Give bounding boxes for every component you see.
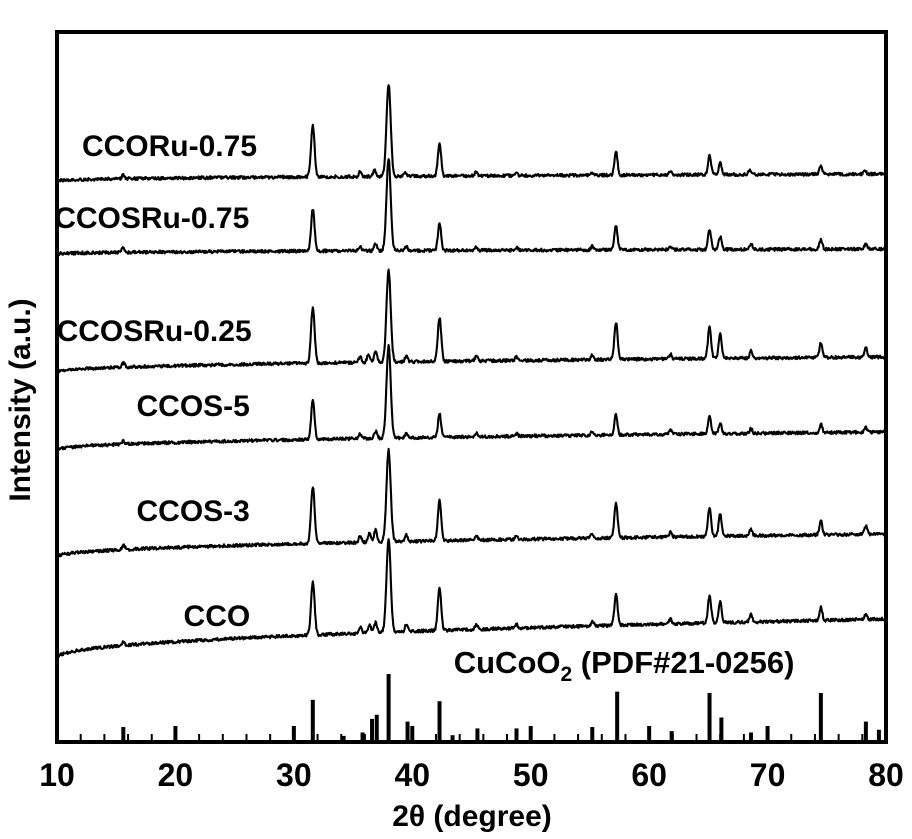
curve-labels: CCORu-0.75 CCOSRu-0.75 CCOSRu-0.25 CCOS-5 CC… [54,130,257,633]
x-tick-label-80: 80 [868,757,904,793]
x-tick-label-30: 30 [276,757,312,793]
curve-label-ccos-5: CCOS-5 [137,390,250,423]
curve-label-ccosru-0.25: CCOSRu-0.25 [57,315,252,348]
curve-label-ccos-3: CCOS-3 [137,495,250,528]
x-tick-label-70: 70 [750,757,786,793]
reference-label-text: CuCoO2 (PDF#21-0256) [454,645,795,686]
y-axis-title: Intensity (a.u.) [4,298,37,501]
curve-ccoru-0.75 [55,84,888,183]
curve-label-ccoru-0.75: CCORu-0.75 [82,130,257,163]
curve-cco [55,538,888,660]
curve-ccosru-0.25 [55,268,888,374]
x-tick-label-10: 10 [39,757,75,793]
x-tick-label-20: 20 [158,757,194,793]
reference-label-subscript: 2 [561,663,573,686]
curve-ccos-5 [55,343,888,452]
x-tick-label-40: 40 [394,757,430,793]
reference-stick-pattern [121,674,881,742]
x-tick-label-50: 50 [513,757,549,793]
x-tick-label-60: 60 [631,757,667,793]
reference-pattern-label: CuCoO2 (PDF#21-0256) [454,645,795,686]
curve-ccosru-0.75 [55,158,888,256]
x-axis-tick-labels: 10 20 30 40 50 60 70 80 [39,757,904,793]
x-axis-title: 2θ (degree) [392,800,552,833]
curve-ccos-3 [55,447,888,560]
xrd-curves [55,84,888,660]
curve-label-cco: CCO [184,600,251,633]
plot-frame [55,30,888,744]
x-axis-ticks [55,726,888,742]
reference-label-suffix: (PDF#21-0256) [572,645,794,680]
reference-label-prefix: CuCoO [454,645,561,680]
curve-label-ccosru-0.75: CCOSRu-0.75 [54,202,249,235]
